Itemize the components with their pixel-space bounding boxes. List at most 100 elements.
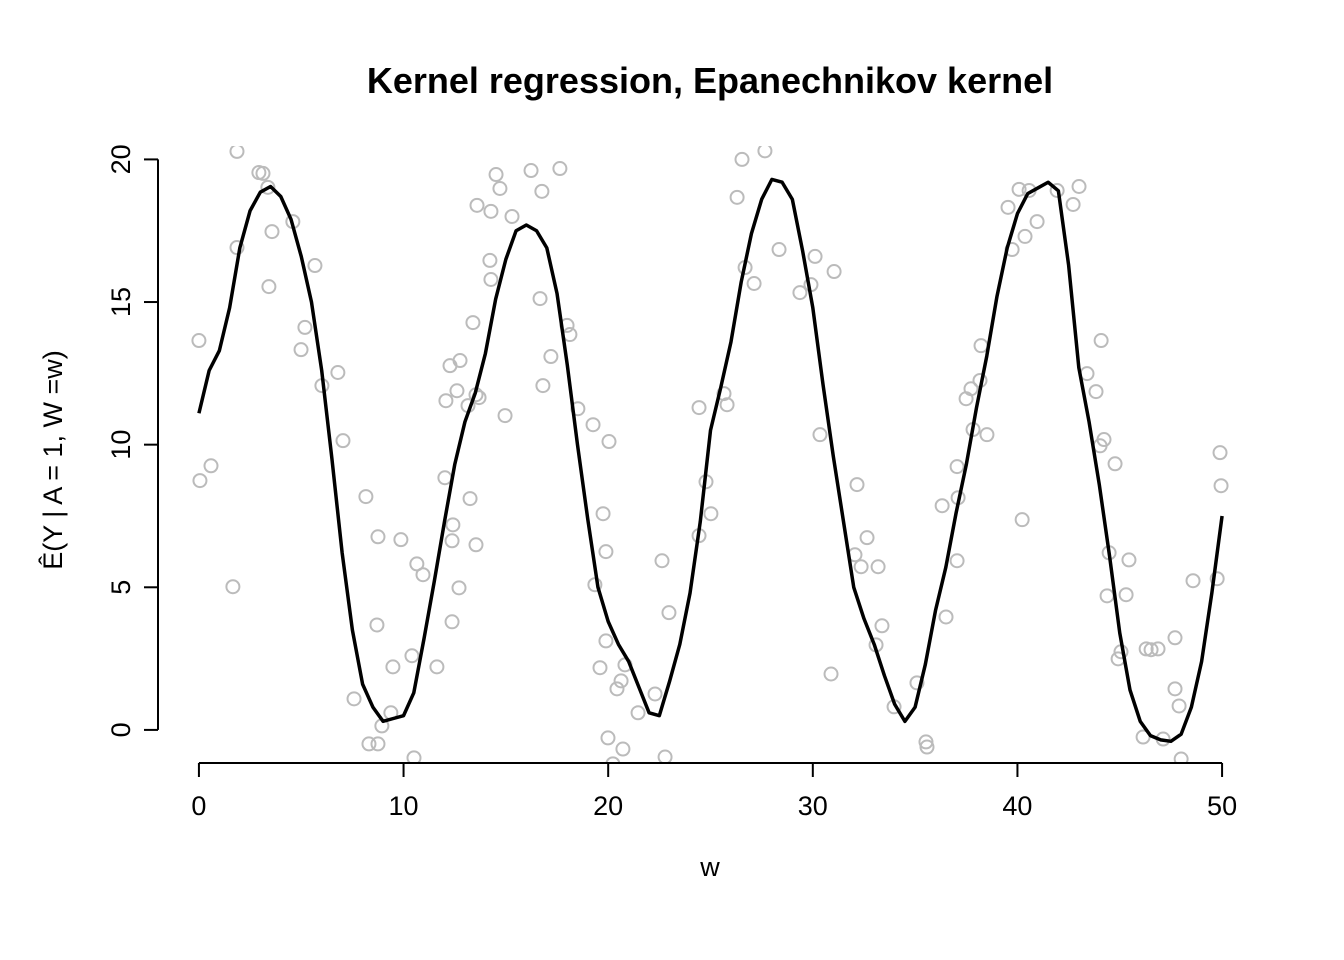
point xyxy=(1088,384,1104,400)
point xyxy=(255,165,271,181)
x-tick-label: 20 xyxy=(593,791,623,821)
point xyxy=(1143,642,1159,658)
point xyxy=(1096,432,1112,448)
point xyxy=(562,327,578,343)
point xyxy=(919,739,935,755)
point xyxy=(482,252,498,268)
point xyxy=(330,364,346,380)
point xyxy=(734,151,750,167)
point xyxy=(703,506,719,522)
plot-area xyxy=(191,146,1229,764)
point xyxy=(409,556,425,572)
point xyxy=(963,381,979,397)
point xyxy=(192,473,208,489)
point xyxy=(1121,552,1137,568)
point xyxy=(807,248,823,264)
point xyxy=(598,544,614,560)
point xyxy=(451,580,467,596)
x-axis-label: w xyxy=(699,852,720,882)
point xyxy=(543,349,559,365)
point xyxy=(938,609,954,625)
point xyxy=(229,240,245,256)
point xyxy=(225,579,241,595)
point xyxy=(264,224,280,240)
point xyxy=(1014,512,1030,528)
point xyxy=(1185,573,1201,589)
point xyxy=(191,333,207,349)
x-tick-label: 50 xyxy=(1207,791,1237,821)
point xyxy=(462,491,478,507)
y-tick-label: 0 xyxy=(106,722,136,737)
point xyxy=(452,353,468,369)
point xyxy=(601,434,617,450)
point xyxy=(261,279,277,295)
point xyxy=(585,417,601,433)
point xyxy=(1173,751,1189,764)
x-tick-label: 0 xyxy=(191,791,206,821)
point xyxy=(949,553,965,569)
point xyxy=(523,163,539,179)
point xyxy=(613,673,629,689)
point xyxy=(370,529,386,545)
regression-line xyxy=(197,177,1224,744)
point xyxy=(600,730,616,746)
point xyxy=(1000,199,1016,215)
point xyxy=(1011,181,1027,197)
point xyxy=(592,660,608,676)
point xyxy=(468,537,484,553)
point xyxy=(229,146,245,159)
point xyxy=(853,559,869,575)
point xyxy=(823,666,839,682)
point xyxy=(979,427,995,443)
point xyxy=(429,659,445,675)
point xyxy=(469,197,485,213)
point xyxy=(335,433,351,449)
point xyxy=(444,614,460,630)
point xyxy=(729,189,745,205)
y-tick-label: 15 xyxy=(106,287,136,317)
point xyxy=(203,458,219,474)
point xyxy=(792,285,808,301)
point xyxy=(771,242,787,258)
point xyxy=(404,648,420,664)
point xyxy=(1065,196,1081,212)
point xyxy=(437,470,453,486)
point xyxy=(1209,571,1225,587)
point xyxy=(532,291,548,307)
point xyxy=(661,605,677,621)
point xyxy=(552,161,568,177)
point xyxy=(630,705,646,721)
point xyxy=(406,750,422,764)
point xyxy=(293,342,309,358)
point xyxy=(297,319,313,335)
point xyxy=(346,691,362,707)
point xyxy=(859,530,875,546)
point xyxy=(449,383,465,399)
point xyxy=(504,208,520,224)
point xyxy=(812,427,828,443)
point xyxy=(1213,478,1229,494)
y-tick-label: 10 xyxy=(106,430,136,460)
x-tick-label: 40 xyxy=(1002,791,1032,821)
point xyxy=(438,393,454,409)
y-tick-label: 5 xyxy=(106,580,136,595)
point xyxy=(719,397,735,413)
point xyxy=(691,400,707,416)
point xyxy=(1093,333,1109,349)
point xyxy=(535,378,551,394)
point xyxy=(870,559,886,575)
point xyxy=(445,517,461,533)
point xyxy=(1017,228,1033,244)
point xyxy=(1049,183,1065,199)
point xyxy=(534,183,550,199)
point xyxy=(361,736,377,752)
point xyxy=(849,477,865,493)
point xyxy=(598,633,614,649)
point xyxy=(307,258,323,274)
point xyxy=(1171,698,1187,714)
point xyxy=(1029,214,1045,230)
point xyxy=(757,146,773,159)
point xyxy=(370,736,386,752)
point xyxy=(595,506,611,522)
